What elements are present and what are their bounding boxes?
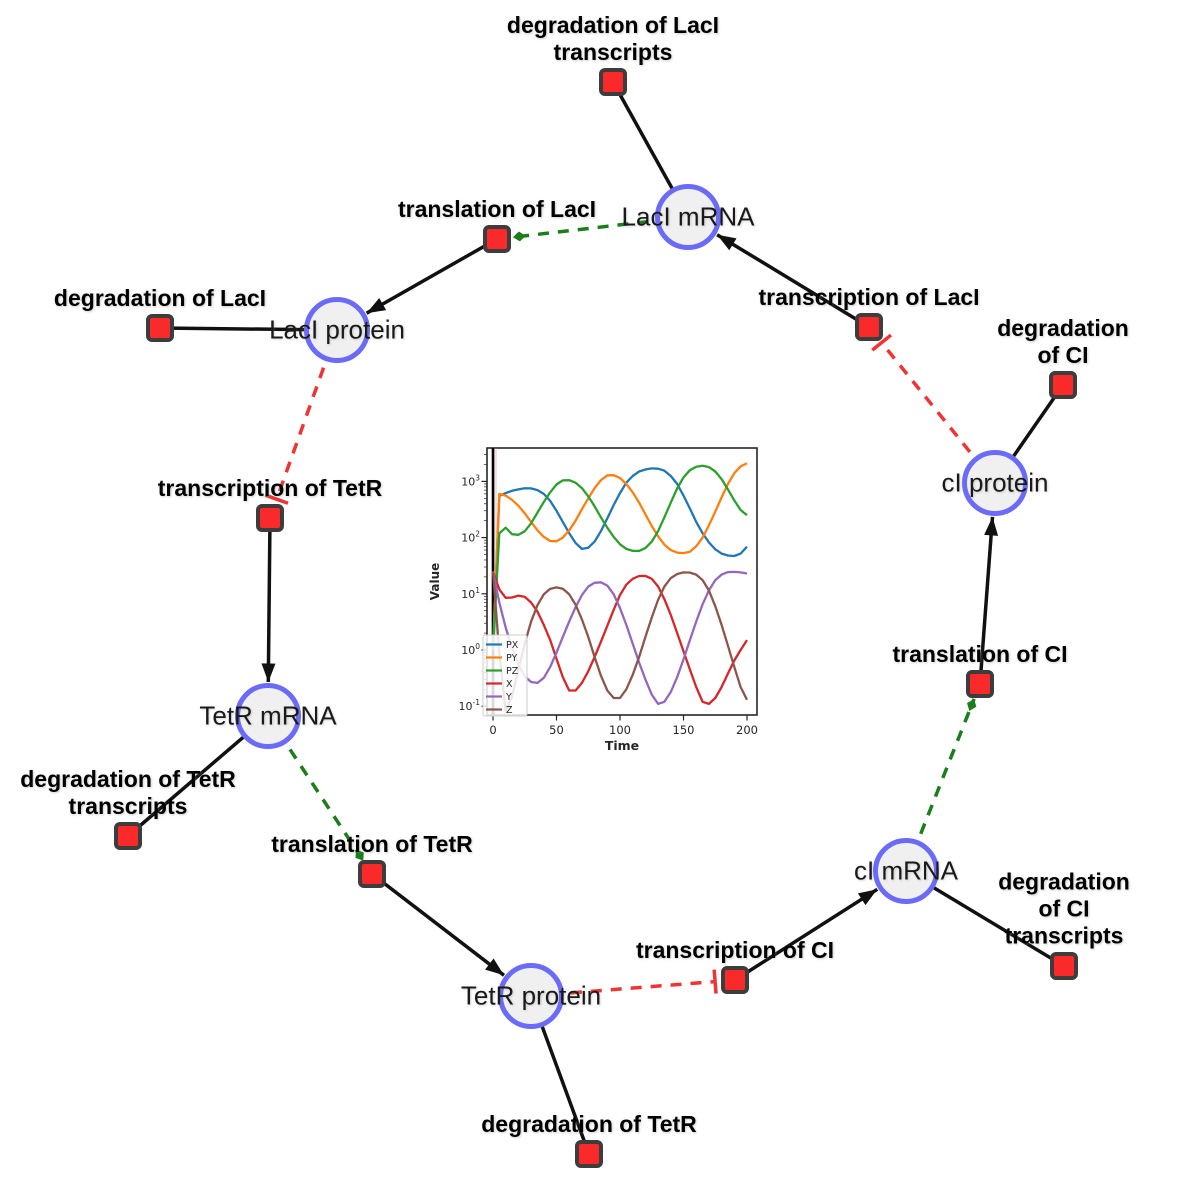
y-tick-exponent: 1 bbox=[475, 586, 480, 595]
series-curve-PZ bbox=[491, 464, 748, 651]
species-node-laci-protein bbox=[304, 297, 370, 363]
reaction-node-degradation-of-ci bbox=[1049, 371, 1077, 399]
reaction-label-translation-of-laci: translation of LacI bbox=[397, 195, 597, 222]
y-tick-exponent: -1 bbox=[473, 698, 481, 707]
reaction-label-transcription-of-tetr: transcription of TetR bbox=[157, 474, 383, 501]
production-edge-translation-of-ci-to-ci-protein bbox=[978, 516, 999, 685]
y-tick-label: 102 bbox=[461, 530, 480, 545]
legend-box bbox=[482, 634, 528, 717]
species-label-laci-mrna: LacI mRNA bbox=[621, 201, 755, 232]
y-tick-exponent: 3 bbox=[475, 473, 480, 482]
reaction-node-degradation-of-tetr-transcripts bbox=[114, 822, 142, 850]
reaction-node-translation-of-ci bbox=[966, 670, 994, 698]
reaction-label-translation-of-tetr: translation of TetR bbox=[271, 830, 473, 857]
x-tick-label: 50 bbox=[549, 723, 564, 737]
legend-label-PZ: PZ bbox=[506, 666, 519, 677]
legend-label-X: X bbox=[506, 679, 513, 690]
y-tick-label: 100 bbox=[461, 642, 480, 657]
x-tick-label: 150 bbox=[673, 723, 695, 737]
legend-label-PX: PX bbox=[506, 640, 519, 651]
reaction-node-translation-of-laci bbox=[483, 225, 511, 253]
production-edge-translation-of-laci-to-laci-protein bbox=[365, 237, 498, 315]
reaction-label-degradation-of-ci-transcripts: degradation of CI transcripts bbox=[998, 868, 1130, 949]
curves-group bbox=[491, 462, 749, 713]
plot-frame bbox=[486, 447, 758, 716]
series-curve-Y bbox=[491, 570, 748, 706]
y-tick-label: 103 bbox=[461, 473, 480, 488]
y-tick-label: 10-1 bbox=[459, 698, 481, 713]
reaction-node-translation-of-tetr bbox=[358, 860, 386, 888]
reaction-label-degradation-of-tetr-transcripts: degradation of TetR transcripts bbox=[20, 765, 236, 819]
production-edge-transcription-of-tetr-to-tetr-mrna bbox=[261, 517, 276, 683]
species-node-laci-mrna bbox=[655, 184, 721, 250]
species-node-ci-protein bbox=[962, 450, 1028, 516]
species-node-tetr-mrna bbox=[235, 683, 301, 749]
y-tick-exponent: 0 bbox=[475, 642, 480, 651]
reaction-label-degradation-of-laci: degradation of LacI bbox=[53, 284, 267, 311]
x-tick-label: 100 bbox=[609, 723, 631, 737]
reaction-node-transcription-of-ci bbox=[721, 966, 749, 994]
species-label-laci-protein: LacI protein bbox=[269, 314, 405, 345]
legend-label-Z: Z bbox=[506, 705, 513, 716]
reaction-label-transcription-of-ci: transcription of CI bbox=[635, 936, 835, 963]
x-tick-label: 200 bbox=[736, 723, 758, 737]
species-node-ci-mrna bbox=[873, 838, 939, 904]
species-node-tetr-protein bbox=[498, 963, 564, 1029]
production-edge-transcription-of-ci-to-ci-mrna bbox=[734, 887, 879, 982]
x-axis-label: Time bbox=[605, 738, 639, 753]
production-edge-transcription-of-laci-to-laci-mrna bbox=[716, 233, 870, 329]
timecourse-chart: 0 50 100 150 20010310210110010-1TimeValuePXP… bbox=[428, 447, 758, 753]
reaction-node-transcription-of-tetr bbox=[256, 504, 284, 532]
reaction-label-transcription-of-laci: transcription of LacI bbox=[758, 283, 980, 310]
legend-label-Y: Y bbox=[505, 692, 512, 703]
y-tick-exponent: 2 bbox=[475, 530, 480, 539]
species-label-ci-protein: cI protein bbox=[941, 467, 1049, 498]
reaction-label-degradation-of-ci: degradation of CI bbox=[997, 314, 1129, 368]
reaction-node-transcription-of-laci bbox=[855, 313, 883, 341]
y-axis-label: Value bbox=[428, 563, 442, 601]
reaction-node-degradation-of-laci-transcripts bbox=[599, 68, 627, 96]
species-label-ci-mrna: cI mRNA bbox=[854, 855, 958, 886]
production-edge-translation-of-tetr-to-tetr-protein bbox=[370, 872, 506, 977]
reaction-node-degradation-of-ci-transcripts bbox=[1050, 952, 1078, 980]
timecourse-inset-plot: 0 50 100 150 200 103 102 101 100 10-1 Time Value PX P… bbox=[425, 438, 770, 763]
series-curve-Z bbox=[491, 571, 749, 713]
species-label-tetr-mrna: TetR mRNA bbox=[199, 700, 337, 731]
reaction-label-translation-of-ci: translation of CI bbox=[892, 640, 1068, 667]
series-curve-PX bbox=[491, 467, 748, 651]
series-curve-PY bbox=[491, 462, 748, 651]
reaction-node-degradation-of-tetr bbox=[575, 1140, 603, 1168]
legend-label-PY: PY bbox=[506, 653, 518, 664]
reaction-node-degradation-of-laci bbox=[146, 314, 174, 342]
x-tick-label: 0 bbox=[489, 723, 496, 737]
reaction-label-degradation-of-tetr: degradation of TetR bbox=[481, 1110, 697, 1137]
reaction-label-degradation-of-laci-transcripts: degradation of LacI transcripts bbox=[506, 11, 720, 65]
y-tick-label: 101 bbox=[461, 586, 480, 601]
species-label-tetr-protein: TetR protein bbox=[460, 980, 602, 1011]
